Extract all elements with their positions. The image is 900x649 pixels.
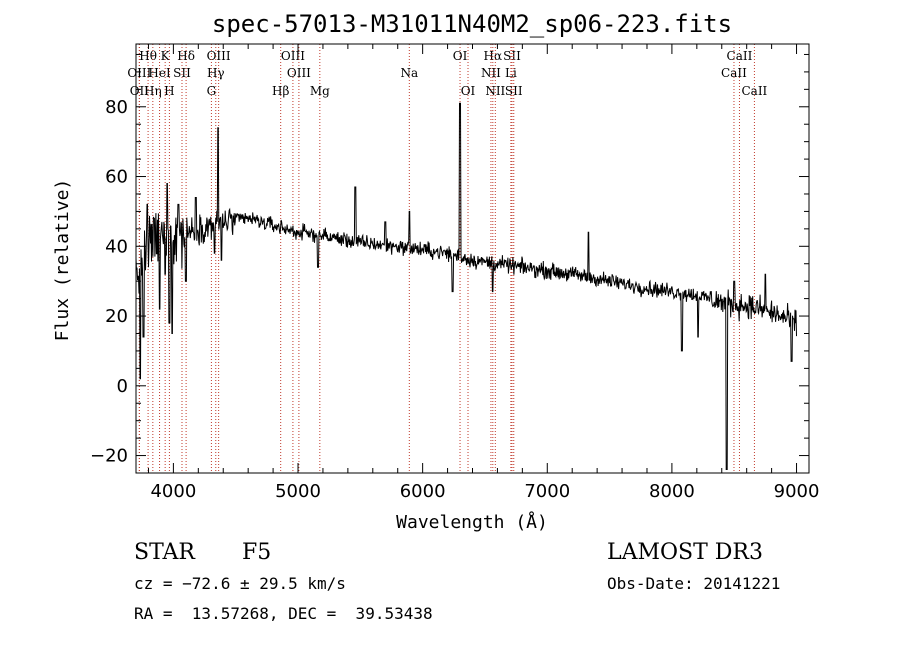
obs-date: Obs-Date: 20141221 — [607, 574, 781, 593]
line-label-19: Hα — [484, 49, 503, 63]
line-label-16: Na — [400, 66, 418, 80]
line-label-13: OIII — [281, 49, 305, 63]
line-label-9: OIII — [207, 49, 231, 63]
chart-title: spec-57013-M31011N40M2_sp06-223.fits — [212, 10, 732, 38]
line-label-5: K — [161, 49, 171, 63]
line-label-21: NII — [485, 84, 505, 98]
axis-ticks: 4000 5000 6000 7000 8000 9000 −20 0 20 40 60 80 — [90, 44, 819, 502]
y-tick-label-2: 20 — [105, 306, 128, 327]
line-label-14: OIII — [287, 66, 311, 80]
survey-name: LAMOST DR3 — [607, 540, 763, 565]
coordinates: RA = 13.57268, DEC = 39.53438 — [134, 604, 433, 623]
y-tick-label-3: 40 — [105, 236, 128, 257]
line-label-12: Hβ — [272, 84, 289, 98]
x-tick-label-3: 7000 — [524, 481, 570, 502]
line-label-27: CaII — [741, 84, 767, 98]
y-tick-label-4: 60 — [105, 167, 128, 188]
line-label-23: Li — [505, 66, 517, 80]
object-subclass: F5 — [242, 540, 272, 565]
line-label-22: SII — [503, 49, 521, 63]
spectrum-line — [135, 102, 797, 470]
y-tick-label-1: 0 — [117, 376, 128, 397]
line-label-4: HeI — [148, 66, 171, 80]
line-label-26: CaII — [721, 66, 747, 80]
line-label-7: H — [164, 84, 174, 98]
line-label-10: Hγ — [207, 66, 225, 80]
line-label-6: SII — [173, 66, 191, 80]
x-tick-label-4: 8000 — [649, 481, 695, 502]
x-axis-label: Wavelength (Å) — [396, 511, 548, 533]
line-label-0: OII — [130, 84, 150, 98]
line-label-25: CaII — [727, 49, 753, 63]
plot-frame — [135, 43, 810, 474]
y-tick-label-5: 80 — [105, 97, 128, 118]
line-label-11: G — [207, 84, 217, 98]
line-label-20: NII — [481, 66, 501, 80]
x-tick-label-5: 9000 — [774, 481, 820, 502]
redshift-text: cz = −72.6 ± 29.5 km/s — [134, 574, 346, 593]
x-tick-label-2: 6000 — [400, 481, 446, 502]
x-tick-label-0: 4000 — [150, 481, 196, 502]
line-label-2: OIII — [127, 66, 151, 80]
line-label-24: SII — [505, 84, 523, 98]
line-label-18: OI — [461, 84, 476, 98]
line-label-15: Mg — [310, 84, 330, 98]
object-class: STAR — [134, 540, 195, 565]
line-label-3: Hη — [144, 84, 162, 98]
line-label-1: Hθ — [139, 49, 157, 63]
line-label-8: Hδ — [177, 49, 195, 63]
y-axis-label: Flux (relative) — [52, 179, 73, 342]
y-tick-label-0: −20 — [90, 446, 128, 467]
x-tick-label-1: 5000 — [275, 481, 321, 502]
line-label-17: OI — [453, 49, 468, 63]
